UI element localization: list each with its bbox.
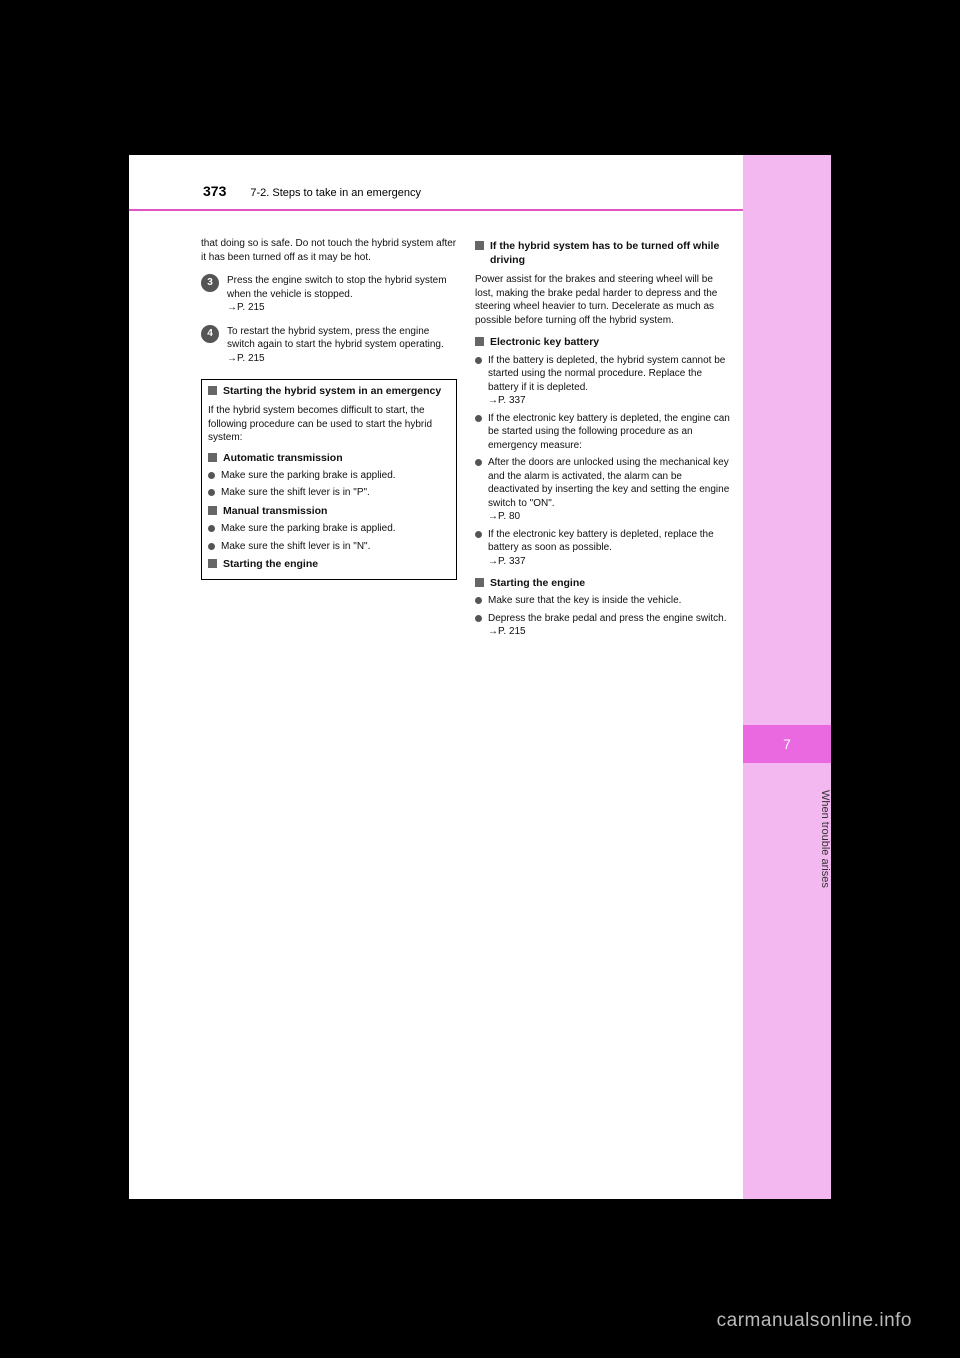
square-bullet-icon <box>208 559 217 568</box>
bullet-body: After the doors are unlocked using the m… <box>488 457 729 509</box>
step-number-icon: 3 <box>201 274 219 292</box>
sub-manual: Manual transmission <box>208 504 450 518</box>
bullet-icon <box>208 525 215 532</box>
step-4-text: To restart the hybrid system, press the … <box>227 326 444 351</box>
bullet-icon <box>475 415 482 422</box>
section-number-tab: 7 <box>743 725 831 763</box>
list-item: Make sure that the key is inside the veh… <box>475 594 731 608</box>
manual-page: 7 When trouble arises 373 7-2. Steps to … <box>129 155 831 1199</box>
note-turnoff: If the hybrid system has to be turned of… <box>475 239 731 267</box>
bullet-text: Depress the brake pedal and press the en… <box>488 612 731 639</box>
bullet-text: If the battery is depleted, the hybrid s… <box>488 354 731 408</box>
bullet-body: If the electronic key battery is deplete… <box>488 529 714 554</box>
bullet-text: After the doors are unlocked using the m… <box>488 456 731 524</box>
sub-start-title: Starting the engine <box>223 557 450 571</box>
note-key-battery: Electronic key battery <box>475 335 731 349</box>
bullet-icon <box>475 597 482 604</box>
step-text: Press the engine switch to stop the hybr… <box>227 274 457 315</box>
step-3: 3 Press the engine switch to stop the hy… <box>201 274 457 315</box>
page-ref: →P. 215 <box>227 352 457 366</box>
watermark: carmanualsonline.info <box>717 1310 912 1332</box>
intro-continued: that doing so is safe. Do not touch the … <box>201 237 457 264</box>
left-column: that doing so is safe. Do not touch the … <box>201 231 457 1151</box>
page-ref: →P. 337 <box>488 555 731 569</box>
list-item: If the battery is depleted, the hybrid s… <box>475 354 731 408</box>
list-item: Make sure the parking brake is applied. <box>208 469 450 483</box>
list-item: Depress the brake pedal and press the en… <box>475 612 731 639</box>
bullet-body: Depress the brake pedal and press the en… <box>488 613 726 624</box>
bullet-text: Make sure that the key is inside the veh… <box>488 594 731 608</box>
bullet-icon <box>208 472 215 479</box>
right-column: If the hybrid system has to be turned of… <box>475 231 731 1151</box>
boxed-title: Starting the hybrid system in an emergen… <box>223 384 450 398</box>
bullet-icon <box>475 459 482 466</box>
step-text: To restart the hybrid system, press the … <box>227 325 457 366</box>
boxed-para: If the hybrid system becomes difficult t… <box>208 404 450 445</box>
emergency-start-box: Starting the hybrid system in an emergen… <box>201 379 457 580</box>
page-ref: →P. 337 <box>488 394 731 408</box>
list-item: Make sure the shift lever is in "N". <box>208 540 450 554</box>
list-item: If the electronic key battery is deplete… <box>475 528 731 569</box>
page-ref: →P. 80 <box>488 510 731 524</box>
step-3-text: Press the engine switch to stop the hybr… <box>227 275 447 300</box>
sub-manual-title: Manual transmission <box>223 504 450 518</box>
bullet-text: If the electronic key battery is deplete… <box>488 528 731 569</box>
bullet-text: If the electronic key battery is deplete… <box>488 412 731 453</box>
boxed-heading: Starting the hybrid system in an emergen… <box>208 384 450 398</box>
page-content: that doing so is safe. Do not touch the … <box>201 231 731 1151</box>
step-4: 4 To restart the hybrid system, press th… <box>201 325 457 366</box>
bullet-text: Make sure the parking brake is applied. <box>221 469 450 483</box>
bullet-icon <box>208 543 215 550</box>
page-ref: →P. 215 <box>488 625 731 639</box>
section-label: When trouble arises <box>743 767 831 907</box>
page-number: 373 <box>203 183 226 199</box>
bullet-icon <box>475 615 482 622</box>
list-item: Make sure the parking brake is applied. <box>208 522 450 536</box>
list-item: Make sure the shift lever is in "P". <box>208 486 450 500</box>
note-starting-title: Starting the engine <box>490 576 731 590</box>
note-turnoff-para: Power assist for the brakes and steering… <box>475 273 731 327</box>
sub-auto: Automatic transmission <box>208 451 450 465</box>
note-key-battery-title: Electronic key battery <box>490 335 731 349</box>
bullet-icon <box>475 531 482 538</box>
page-header: 373 7-2. Steps to take in an emergency <box>129 155 831 211</box>
square-bullet-icon <box>475 241 484 250</box>
sub-auto-title: Automatic transmission <box>223 451 450 465</box>
square-bullet-icon <box>208 386 217 395</box>
sub-start: Starting the engine <box>208 557 450 571</box>
square-bullet-icon <box>475 337 484 346</box>
breadcrumb: 7-2. Steps to take in an emergency <box>250 187 421 199</box>
bullet-icon <box>475 357 482 364</box>
square-bullet-icon <box>208 453 217 462</box>
square-bullet-icon <box>475 578 484 587</box>
bullet-text: Make sure the parking brake is applied. <box>221 522 450 536</box>
list-item: If the electronic key battery is deplete… <box>475 412 731 453</box>
page-ref: →P. 215 <box>227 301 457 315</box>
list-item: After the doors are unlocked using the m… <box>475 456 731 524</box>
bullet-text: Make sure the shift lever is in "P". <box>221 486 450 500</box>
section-tab-strip <box>743 155 831 1199</box>
note-starting: Starting the engine <box>475 576 731 590</box>
square-bullet-icon <box>208 506 217 515</box>
step-number-icon: 4 <box>201 325 219 343</box>
bullet-body: If the battery is depleted, the hybrid s… <box>488 355 725 393</box>
bullet-text: Make sure the shift lever is in "N". <box>221 540 450 554</box>
note-turnoff-title: If the hybrid system has to be turned of… <box>490 239 731 267</box>
bullet-icon <box>208 489 215 496</box>
